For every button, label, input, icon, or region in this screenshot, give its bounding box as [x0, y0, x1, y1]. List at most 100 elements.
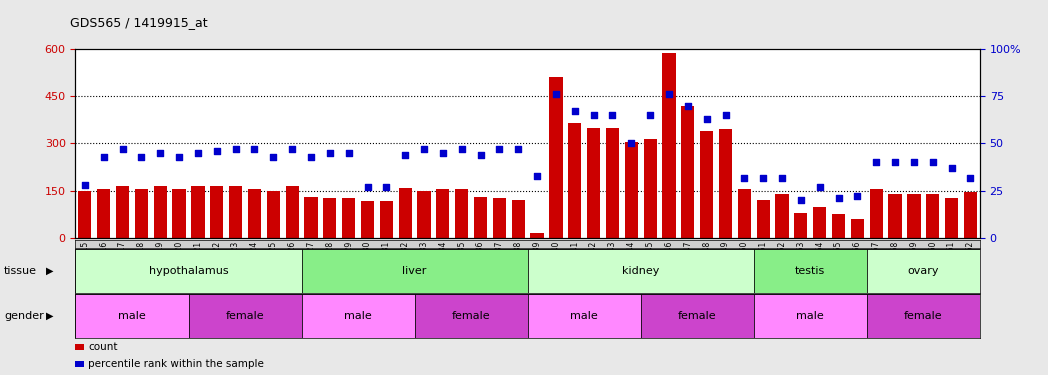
Bar	[945, 198, 958, 238]
Text: percentile rank within the sample: percentile rank within the sample	[88, 359, 264, 369]
Bar	[926, 194, 939, 238]
Bar	[754, 294, 867, 338]
Point	[641, 112, 658, 118]
Text: ▶: ▶	[45, 266, 53, 276]
Text: GSM19227: GSM19227	[306, 240, 315, 282]
Text: GSM19237: GSM19237	[495, 240, 504, 282]
Bar	[342, 198, 355, 238]
Bar	[135, 189, 148, 238]
Bar	[230, 186, 242, 238]
Bar	[436, 189, 450, 238]
Text: GSM19247: GSM19247	[683, 240, 693, 282]
Bar	[832, 214, 845, 238]
Bar	[511, 200, 525, 238]
Text: GSM19246: GSM19246	[664, 240, 674, 282]
Text: GDS565 / 1419915_at: GDS565 / 1419915_at	[70, 16, 208, 29]
Text: male: male	[118, 311, 146, 321]
Point	[359, 184, 376, 190]
Point	[133, 154, 150, 160]
Point	[924, 159, 941, 165]
Point	[811, 184, 828, 190]
Point	[322, 150, 339, 156]
Point	[547, 91, 564, 97]
Text: GSM19226: GSM19226	[287, 240, 297, 282]
Text: GSM19258: GSM19258	[891, 240, 899, 282]
Bar	[813, 207, 826, 238]
Point	[585, 112, 602, 118]
Bar	[738, 189, 751, 238]
Text: GSM19217: GSM19217	[118, 240, 127, 282]
Text: GSM19250: GSM19250	[740, 240, 749, 282]
Bar	[116, 186, 129, 238]
Bar	[302, 249, 527, 292]
Text: GSM19225: GSM19225	[268, 240, 278, 282]
Text: GSM19224: GSM19224	[250, 240, 259, 282]
Text: GSM19262: GSM19262	[966, 240, 975, 282]
Text: GSM19222: GSM19222	[213, 240, 221, 282]
Text: GSM19257: GSM19257	[872, 240, 880, 282]
Point	[698, 116, 715, 122]
Bar	[870, 189, 882, 238]
Point	[604, 112, 620, 118]
Text: GSM19230: GSM19230	[363, 240, 372, 282]
Point	[528, 172, 545, 178]
Text: GSM19218: GSM19218	[137, 240, 146, 282]
Text: female: female	[678, 311, 717, 321]
Text: GSM19243: GSM19243	[608, 240, 617, 282]
Point	[830, 195, 847, 201]
Text: GSM19229: GSM19229	[344, 240, 353, 282]
Text: GSM19232: GSM19232	[400, 240, 410, 282]
Text: GSM19219: GSM19219	[156, 240, 165, 282]
Bar	[154, 186, 167, 238]
Point	[473, 152, 489, 158]
Bar	[417, 191, 431, 238]
Bar	[662, 54, 676, 238]
Point	[246, 146, 263, 152]
Point	[887, 159, 903, 165]
Bar	[211, 186, 223, 238]
Text: GSM19253: GSM19253	[796, 240, 805, 282]
Point	[792, 197, 809, 203]
Bar	[867, 294, 980, 338]
Bar	[455, 189, 468, 238]
Text: GSM19233: GSM19233	[419, 240, 429, 282]
Bar	[867, 249, 980, 292]
Point	[623, 141, 639, 147]
Text: GSM19242: GSM19242	[589, 240, 598, 282]
Bar	[302, 294, 415, 338]
Bar	[530, 233, 544, 238]
Text: GSM19256: GSM19256	[853, 240, 861, 282]
Bar	[248, 189, 261, 238]
Text: GSM19228: GSM19228	[325, 240, 334, 282]
Bar	[379, 201, 393, 238]
Bar	[681, 106, 695, 238]
Text: GSM19215: GSM19215	[81, 240, 89, 282]
Text: gender: gender	[4, 311, 44, 321]
Point	[510, 146, 527, 152]
Point	[397, 152, 414, 158]
Text: GSM19259: GSM19259	[910, 240, 918, 282]
Point	[435, 150, 452, 156]
Point	[303, 154, 320, 160]
Text: GSM19223: GSM19223	[232, 240, 240, 282]
Text: GSM19240: GSM19240	[551, 240, 561, 282]
Bar	[304, 197, 318, 238]
Text: female: female	[452, 311, 490, 321]
Point	[717, 112, 734, 118]
Text: testis: testis	[795, 266, 826, 276]
Text: liver: liver	[402, 266, 427, 276]
Bar	[527, 249, 754, 292]
Point	[416, 146, 433, 152]
Text: GSM19231: GSM19231	[381, 240, 391, 282]
Bar	[189, 294, 302, 338]
Text: GSM19255: GSM19255	[834, 240, 843, 282]
Bar	[398, 188, 412, 238]
Bar	[527, 294, 640, 338]
Bar	[75, 294, 189, 338]
Bar	[323, 198, 336, 238]
Text: hypothalamus: hypothalamus	[149, 266, 228, 276]
Text: GSM19245: GSM19245	[646, 240, 655, 282]
Bar	[549, 77, 563, 238]
Text: GSM19236: GSM19236	[476, 240, 485, 282]
Point	[943, 165, 960, 171]
